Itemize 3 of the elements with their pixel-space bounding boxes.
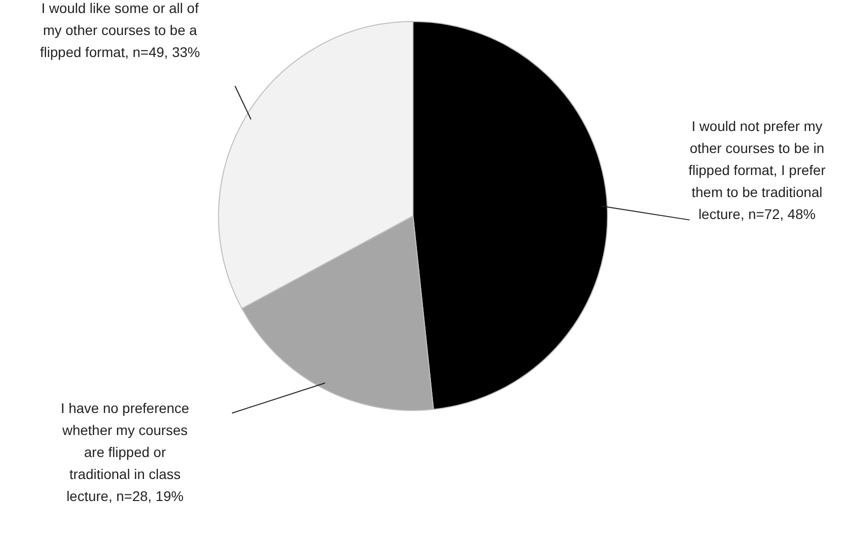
slice-label: I have no preference whether my courses are flipped or traditional in class lecture, n=28, 19% bbox=[60, 400, 190, 504]
slice-label: I would not prefer my other courses to be in flipped format, I prefer them to be traditional lecture, n=72, 48% bbox=[688, 118, 826, 222]
slice-label: I would like some or all of my other courses to be a flipped format, n=49, 33% bbox=[40, 0, 200, 60]
